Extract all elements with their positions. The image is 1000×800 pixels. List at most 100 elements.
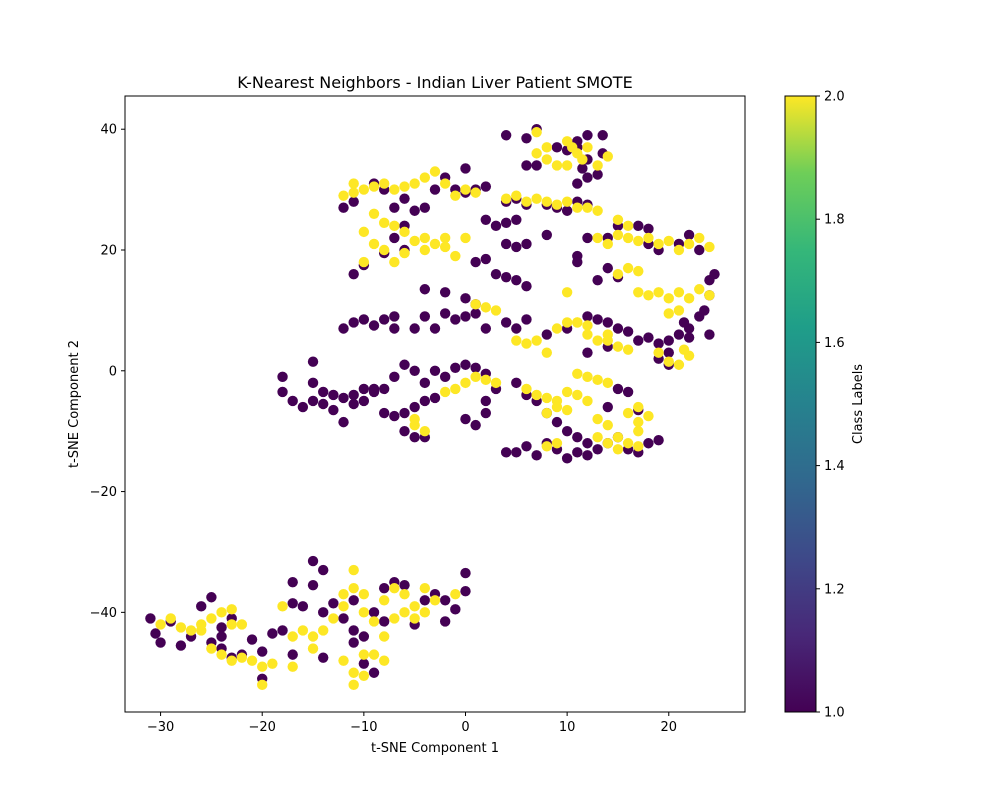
scatter-point-class-2 <box>419 244 431 256</box>
scatter-point-class-2 <box>612 229 624 241</box>
scatter-point-class-1 <box>150 628 161 639</box>
scatter-point-class-2 <box>450 383 461 395</box>
scatter-point-class-1 <box>439 308 451 319</box>
scatter-point-class-2 <box>419 607 431 618</box>
scatter-point-class-2 <box>572 317 583 328</box>
scatter-point-class-2 <box>592 335 603 346</box>
scatter-point-class-2 <box>561 160 573 171</box>
scatter-point-class-2 <box>419 582 431 594</box>
scatter-point-class-2 <box>612 268 624 280</box>
scatter-point-class-2 <box>165 613 176 624</box>
scatter-point-class-2 <box>429 238 441 250</box>
scatter-point-class-1 <box>246 634 258 645</box>
scatter-point-class-1 <box>643 332 654 343</box>
scatter-point-class-1 <box>622 386 634 398</box>
scatter-point-class-1 <box>653 338 664 349</box>
scatter-point-class-2 <box>694 284 705 295</box>
scatter-point-class-2 <box>409 178 420 189</box>
scatter-point-class-1 <box>602 262 613 274</box>
scatter-point-class-1 <box>460 163 471 174</box>
scatter-point-class-1 <box>612 323 624 334</box>
scatter-point-class-2 <box>257 679 268 691</box>
scatter-point-class-1 <box>633 220 644 232</box>
scatter-point-class-2 <box>480 302 492 313</box>
scatter-point-class-1 <box>612 383 624 395</box>
scatter-point-class-1 <box>307 377 319 389</box>
scatter-point-class-1 <box>683 229 695 241</box>
scatter-point-class-1 <box>155 637 166 648</box>
scatter-point-class-2 <box>317 625 329 636</box>
scatter-point-class-1 <box>439 595 451 606</box>
scatter-point-class-2 <box>622 407 634 419</box>
scatter-point-class-1 <box>663 335 674 346</box>
scatter-point-class-1 <box>389 311 400 322</box>
scatter-point-class-1 <box>429 323 441 334</box>
scatter-point-class-1 <box>409 401 420 413</box>
scatter-point-class-2 <box>196 619 207 630</box>
scatter-point-class-2 <box>561 386 573 398</box>
scatter-point-class-2 <box>439 386 451 398</box>
scatter-point-class-2 <box>226 619 237 630</box>
scatter-point-class-1 <box>582 438 593 449</box>
scatter-point-class-2 <box>399 247 410 259</box>
scatter-point-class-1 <box>500 271 512 283</box>
scatter-point-class-2 <box>348 564 359 576</box>
scatter-point-class-2 <box>267 658 278 669</box>
scatter-point-class-1 <box>338 202 349 213</box>
scatter-point-class-1 <box>297 401 309 413</box>
scatter-point-class-2 <box>389 256 400 268</box>
scatter-point-class-2 <box>328 613 339 624</box>
scatter-point-class-1 <box>378 407 390 419</box>
scatter-point-class-2 <box>678 344 690 355</box>
scatter-point-class-2 <box>531 127 542 138</box>
scatter-point-class-2 <box>541 196 553 207</box>
scatter-point-class-1 <box>602 401 613 413</box>
scatter-point-class-1 <box>358 631 370 642</box>
colorbar-tick-label: 2.0 <box>824 90 845 105</box>
scatter-point-class-1 <box>643 223 654 235</box>
scatter-point-class-2 <box>277 601 288 612</box>
scatter-point-class-1 <box>582 232 593 244</box>
scatter-point-class-2 <box>704 241 715 253</box>
scatter-point-class-2 <box>551 438 563 449</box>
colorbar-tick-label: 1.6 <box>824 336 845 351</box>
scatter-point-class-2 <box>470 299 481 310</box>
scatter-point-class-2 <box>663 356 674 367</box>
scatter-point-class-1 <box>409 323 420 334</box>
scatter-point-class-1 <box>521 133 532 144</box>
scatter-point-class-1 <box>439 616 451 627</box>
x-tick-label: −10 <box>350 720 377 735</box>
scatter-point-class-2 <box>633 235 644 247</box>
scatter-point-class-2 <box>673 244 685 256</box>
scatter-point-class-1 <box>378 383 390 395</box>
scatter-point-class-1 <box>511 377 522 389</box>
scatter-point-class-2 <box>622 438 634 449</box>
scatter-point-class-2 <box>226 655 237 666</box>
scatter-point-class-2 <box>541 407 553 419</box>
scatter-point-class-1 <box>399 425 410 437</box>
scatter-point-class-2 <box>368 616 380 627</box>
scatter-point-class-1 <box>307 395 319 407</box>
scatter-point-class-1 <box>348 637 359 648</box>
scatter-point-class-1 <box>328 389 339 401</box>
scatter-point-class-2 <box>572 202 583 213</box>
scatter-point-class-1 <box>470 362 481 373</box>
scatter-point-class-2 <box>358 607 370 618</box>
scatter-point-class-1 <box>419 595 431 606</box>
colorbar-tick-label: 1.2 <box>824 582 845 597</box>
scatter-point-class-1 <box>521 160 532 171</box>
scatter-point-class-2 <box>409 601 420 612</box>
scatter-point-class-1 <box>409 205 420 216</box>
scatter-point-class-1 <box>511 323 522 334</box>
scatter-point-class-2 <box>551 160 563 171</box>
scatter-point-class-1 <box>287 598 298 609</box>
scatter-point-class-2 <box>378 217 390 229</box>
scatter-point-class-1 <box>317 386 329 398</box>
scatter-point-class-2 <box>622 220 634 232</box>
scatter-point-class-2 <box>409 613 420 624</box>
scatter-point-class-1 <box>582 172 593 183</box>
scatter-point-class-2 <box>450 250 461 262</box>
scatter-point-class-1 <box>531 160 542 171</box>
scatter-point-class-2 <box>287 631 298 642</box>
